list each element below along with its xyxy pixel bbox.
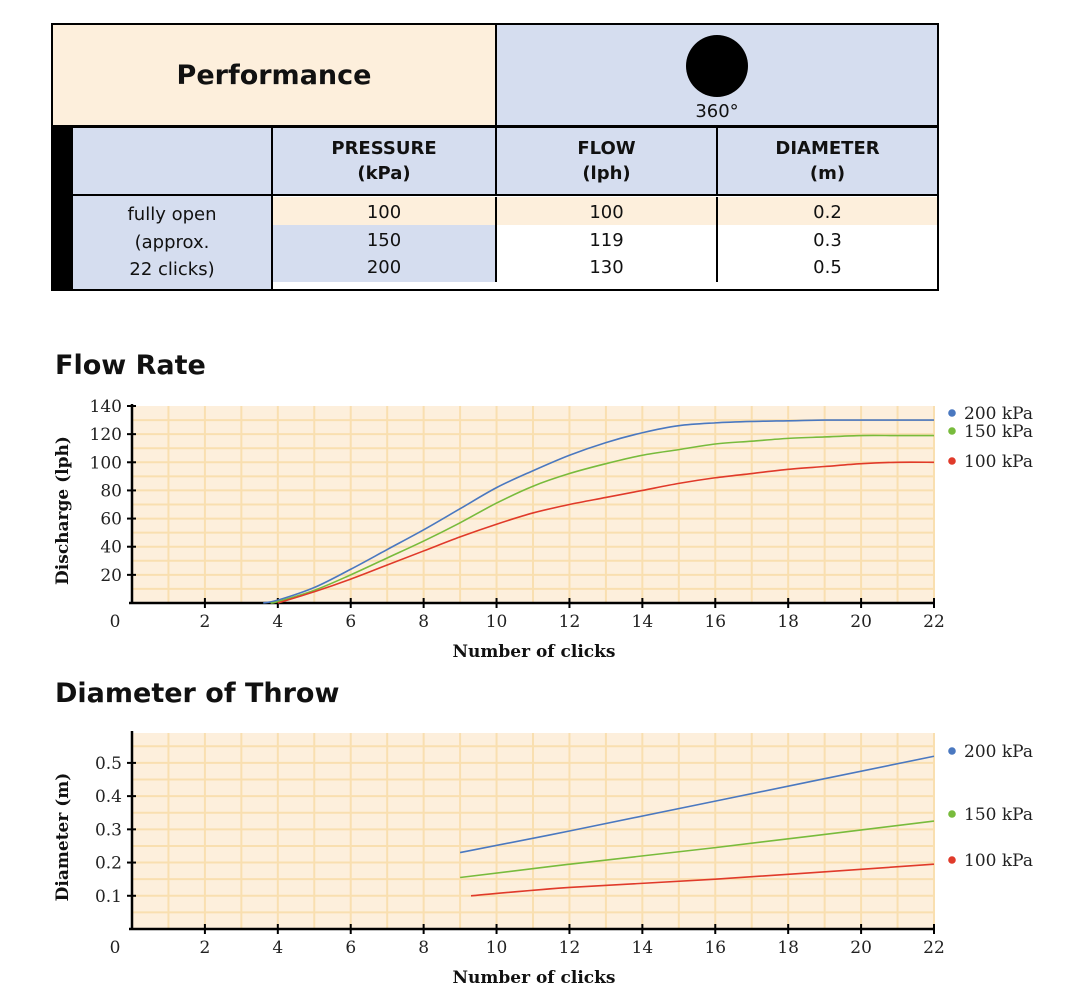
cell-pressure: 150 (273, 225, 497, 255)
x-tick-label: 10 (486, 938, 508, 958)
x-tick-label: 16 (704, 938, 726, 958)
x-tick-label: 4 (272, 612, 283, 632)
legend-marker (948, 856, 956, 864)
x-tick-label: 8 (418, 612, 429, 632)
series-line-150-kpa (459, 820, 935, 879)
x-tick-label: 18 (777, 938, 799, 958)
x-tick-label: 22 (923, 938, 945, 958)
legend-label: 200 kPa (964, 742, 1033, 762)
diameter-title: Diameter of Throw (55, 678, 340, 709)
y-tick-label: 0.2 (95, 854, 122, 874)
x-tick-label: 6 (345, 938, 356, 958)
cell-diameter: 0.2 (718, 197, 937, 227)
series-line-100-kpa (277, 461, 935, 604)
series-line-200-kpa (459, 755, 935, 854)
diameter-chart: 0 2 4 6 8 10 12 14 16 18 20 22 0.1 0.2 0.3 0.4 0.5 Number… (53, 731, 1033, 988)
spray-pattern-cell: 360° (497, 25, 937, 128)
performance-table: Performance 360° PRESSURE (kPa) FLOW (lp… (51, 23, 939, 291)
row-label-line: fully open (127, 204, 217, 226)
y-axis-title: Discharge (lph) (53, 436, 73, 585)
y-tick-label: 20 (100, 566, 122, 586)
cell-diameter: 0.5 (718, 252, 937, 282)
x-tick-label: 14 (632, 938, 654, 958)
legend-marker (948, 747, 956, 755)
x-tick-label: 18 (777, 612, 799, 632)
y-tick-label: 100 (90, 453, 122, 473)
x-tick-label: 0 (110, 938, 121, 958)
x-axis-title: Number of clicks (452, 642, 615, 662)
y-tick-label: 140 (90, 397, 122, 417)
cell-flow: 130 (497, 252, 718, 282)
y-tick-label: 40 (100, 538, 122, 558)
series-line-150-kpa (270, 434, 934, 604)
header-blank (73, 128, 273, 196)
legend-label: 150 kPa (964, 422, 1033, 442)
y-tick-label: 80 (100, 481, 122, 501)
row-label: fully open (approx. 22 clicks) (73, 196, 273, 289)
x-tick-label: 12 (559, 612, 581, 632)
header-label: PRESSURE (331, 138, 437, 159)
y-tick-label: 0.4 (95, 787, 122, 807)
legend-marker (948, 457, 956, 465)
y-tick-label: 0.5 (95, 754, 122, 774)
x-tick-label: 12 (559, 938, 581, 958)
x-axis-title: Number of clicks (452, 968, 615, 988)
x-tick-label: 14 (632, 612, 654, 632)
legend-label: 100 kPa (964, 851, 1033, 871)
cell-pressure: 200 (273, 252, 497, 282)
x-tick-label: 6 (345, 612, 356, 632)
row-label-line: (approx. (134, 231, 210, 253)
legend-marker (948, 810, 956, 818)
legend-marker (948, 409, 956, 417)
header-label: FLOW (577, 138, 636, 159)
x-tick-label: 0 (110, 612, 121, 632)
x-tick-label: 2 (199, 938, 210, 958)
x-tick-label: 10 (486, 612, 508, 632)
x-tick-label: 20 (850, 612, 872, 632)
x-tick-label: 2 (199, 612, 210, 632)
header-unit: (kPa) (357, 163, 411, 184)
y-tick-label: 60 (100, 510, 122, 530)
series-line-200-kpa (263, 419, 935, 604)
flow-rate-title: Flow Rate (55, 350, 206, 381)
x-tick-label: 4 (272, 938, 283, 958)
legend-label: 200 kPa (964, 404, 1033, 424)
cell-pressure: 100 (273, 197, 497, 227)
full-circle-icon (686, 34, 748, 97)
header-diameter: DIAMETER (m) (718, 128, 937, 196)
row-label-line: 22 clicks) (129, 259, 215, 281)
x-tick-label: 8 (418, 938, 429, 958)
row-marker-bar (53, 128, 73, 289)
y-tick-label: 0.3 (95, 820, 122, 840)
flow-rate-chart: 0 2 4 6 8 10 12 14 16 18 20 22 20 40 60 80 100 120 140 Numb… (53, 397, 1033, 662)
header-unit: (m) (809, 163, 846, 184)
header-pressure: PRESSURE (kPa) (273, 128, 497, 196)
header-label: DIAMETER (775, 138, 880, 159)
cell-diameter: 0.3 (718, 225, 937, 255)
spray-angle: 360° (695, 100, 739, 122)
legend-marker (948, 427, 956, 435)
table-title: Performance (53, 25, 497, 128)
x-tick-label: 16 (704, 612, 726, 632)
cell-flow: 119 (497, 225, 718, 255)
y-tick-label: 120 (90, 425, 122, 445)
header-flow: FLOW (lph) (497, 128, 718, 196)
y-axis-title: Diameter (m) (53, 773, 73, 902)
y-tick-label: 0.1 (95, 887, 122, 907)
legend-label: 150 kPa (964, 805, 1033, 825)
x-tick-label: 22 (923, 612, 945, 632)
series-line-100-kpa (470, 863, 935, 897)
header-unit: (lph) (582, 163, 631, 184)
x-tick-label: 20 (850, 938, 872, 958)
legend-label: 100 kPa (964, 452, 1033, 472)
cell-flow: 100 (497, 197, 718, 227)
